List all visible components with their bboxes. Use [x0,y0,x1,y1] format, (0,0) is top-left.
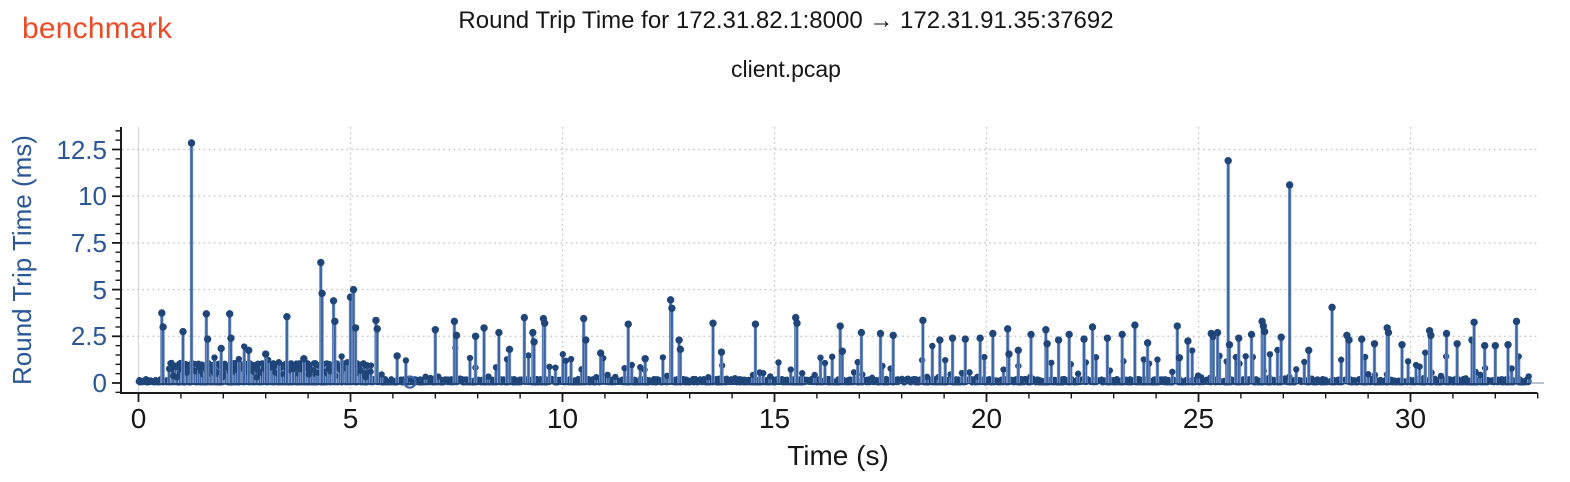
y-axis-label: Round Trip Time (ms) [7,135,37,385]
x-axis-label: Time (s) [787,440,889,471]
